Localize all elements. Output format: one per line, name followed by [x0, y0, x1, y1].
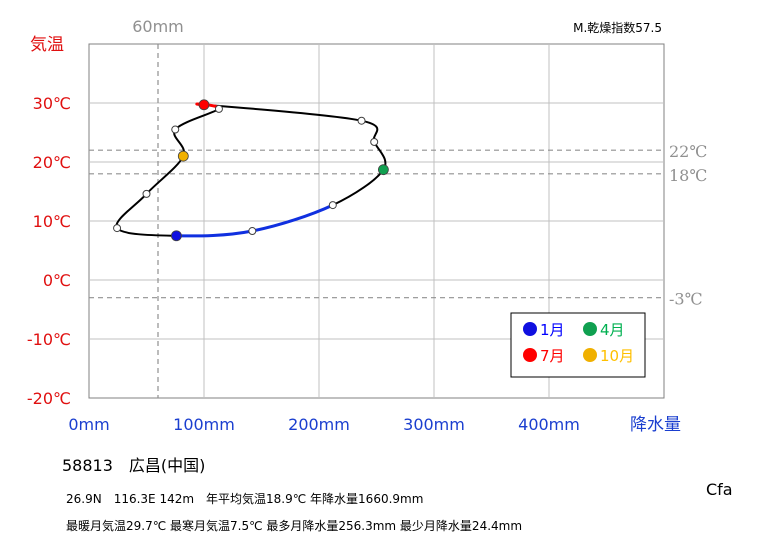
month-point-8: [214, 104, 223, 113]
y-tick-label: 10℃: [33, 212, 71, 231]
month-segment-1: [176, 229, 253, 238]
legend-label-4: 10月: [600, 347, 634, 365]
dry-threshold-label: 60mm: [132, 17, 184, 36]
x-axis-label: 降水量: [630, 415, 681, 435]
legend-marker-1: [523, 322, 537, 336]
y-tick-label: 30℃: [33, 94, 71, 113]
month-point-11: [142, 189, 151, 198]
legend-label-2: 4月: [600, 321, 625, 339]
ref-label--3: -3℃: [669, 290, 702, 309]
month-point-1: [170, 230, 182, 242]
ref-label-22: 22℃: [669, 142, 707, 161]
legend-marker-2: [583, 322, 597, 336]
climate-chart: -20℃ -10℃ 0℃ 10℃ 20℃ 30℃ 気温 0mm 100mm 200mm 300mm 4…: [27, 17, 707, 435]
month-point-10: [177, 150, 189, 162]
y-axis-label: 気温: [30, 35, 64, 55]
legend-label-1: 1月: [540, 321, 565, 339]
month-segment-6: [203, 103, 362, 122]
x-tick-label: 100mm: [173, 415, 235, 434]
month-point-4: [377, 164, 389, 176]
legend-label-3: 7月: [540, 347, 565, 365]
month-point-12: [113, 224, 122, 233]
dryness-index: M.乾燥指数57.5: [573, 20, 662, 35]
legend-marker-3: [523, 348, 537, 362]
month-segment-2: [252, 203, 334, 233]
x-tick-label: 200mm: [288, 415, 350, 434]
month-point-3: [328, 201, 337, 210]
y-tick-label: -20℃: [27, 389, 71, 408]
y-tick-label: 20℃: [33, 153, 71, 172]
month-segment-12: [116, 227, 177, 237]
koppen-class: Cfa: [706, 480, 733, 499]
x-tick-label: 400mm: [518, 415, 580, 434]
month-point-5: [370, 137, 379, 146]
climate-summary-line-2: 最暖月気温29.7℃ 最寒月気温7.5℃ 最多月降水量256.3mm 最少月降水…: [66, 519, 523, 533]
month-point-9: [171, 125, 180, 134]
month-point-2: [248, 227, 257, 236]
legend-marker-4: [583, 348, 597, 362]
x-tick-label: 300mm: [403, 415, 465, 434]
month-segment-11: [115, 193, 148, 229]
station-name: 58813 広昌(中国): [62, 456, 206, 475]
y-tick-label: 0℃: [43, 271, 71, 290]
y-tick-label: -10℃: [27, 330, 71, 349]
month-segment-8: [174, 108, 220, 131]
ref-label-18: 18℃: [669, 166, 707, 185]
climate-summary-line-1: 26.9N 116.3E 142m 年平均気温18.9℃ 年降水量1660.9m…: [66, 492, 424, 506]
month-point-6: [357, 116, 366, 125]
month-segment-3: [332, 169, 385, 207]
x-tick-label: 0mm: [68, 415, 109, 434]
month-point-7: [198, 99, 210, 111]
